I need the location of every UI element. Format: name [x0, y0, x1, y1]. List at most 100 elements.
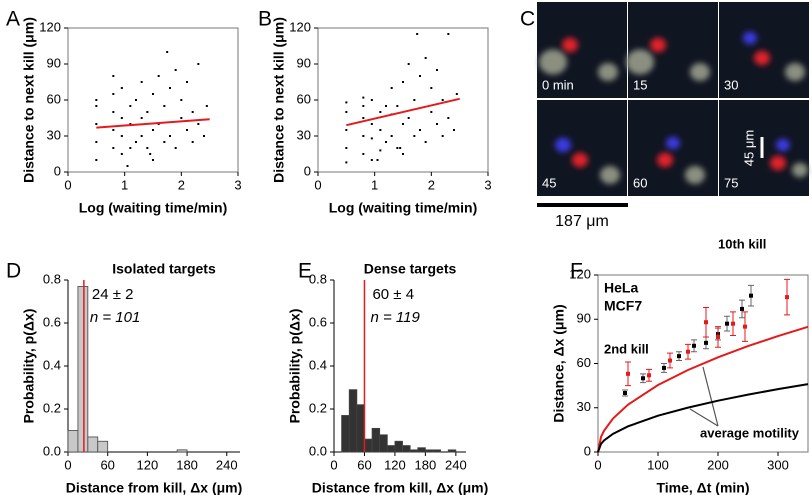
- marker: [749, 293, 753, 298]
- point: [140, 117, 143, 119]
- point: [140, 135, 143, 137]
- point: [370, 159, 373, 161]
- fit-line: [346, 97, 460, 127]
- point: [157, 123, 160, 125]
- point: [379, 129, 382, 131]
- point: [169, 87, 171, 89]
- y-axis-label: Distance to next kill (μm): [21, 17, 37, 183]
- frame: [719, 100, 809, 196]
- point: [129, 147, 132, 149]
- y-tick-label: 0.4: [43, 357, 61, 372]
- point: [419, 129, 421, 131]
- scale-label: 187 μm: [555, 213, 609, 230]
- point: [163, 105, 166, 107]
- motility-curve: [597, 325, 809, 453]
- panel-label: D: [6, 260, 21, 283]
- point: [385, 141, 387, 143]
- panel-title: Isolated targets: [112, 261, 216, 277]
- point: [424, 141, 427, 143]
- panel-label: A: [6, 8, 20, 31]
- frame-label: 60: [633, 175, 647, 190]
- point: [407, 117, 410, 119]
- legend-label: MCF7: [604, 298, 642, 314]
- y-tick-label: 0.6: [309, 314, 327, 329]
- bar: [447, 449, 457, 453]
- panel-title: Dense targets: [364, 261, 457, 277]
- frame-label: 75: [724, 175, 738, 190]
- marker: [626, 371, 630, 376]
- y-tick-label: 0.6: [43, 314, 61, 329]
- point: [112, 75, 115, 77]
- plot-frame: [317, 27, 489, 173]
- y-tick-label: 0.4: [309, 357, 327, 372]
- point: [362, 117, 365, 119]
- point: [362, 96, 365, 99]
- x-tick-label: 1: [371, 177, 378, 192]
- bar: [87, 436, 99, 453]
- x-tick-label: 3: [234, 177, 241, 192]
- arrows: [689, 366, 719, 427]
- x-tick-label: 60: [100, 457, 114, 472]
- point: [146, 111, 149, 113]
- y-tick-label: 0.8: [43, 271, 61, 286]
- point: [402, 153, 404, 155]
- point: [120, 153, 123, 155]
- x-tick-label: 0: [594, 457, 601, 472]
- x-tick-label: 120: [384, 457, 406, 472]
- point: [166, 51, 169, 53]
- point: [430, 111, 433, 113]
- bar: [364, 438, 373, 453]
- cell: [785, 63, 805, 81]
- bar: [348, 389, 358, 453]
- bar: [424, 449, 434, 453]
- panel-label: E: [298, 260, 312, 283]
- point: [370, 99, 373, 101]
- y-tick-label: 120: [569, 266, 591, 281]
- point: [174, 147, 177, 149]
- x-tick-label: 2: [178, 177, 185, 192]
- point: [390, 135, 393, 137]
- point: [362, 135, 365, 137]
- marker: [623, 391, 627, 395]
- cell: [690, 63, 710, 81]
- y-tick-label: 0: [54, 163, 61, 178]
- point: [95, 123, 98, 125]
- point: [152, 159, 154, 161]
- panel-label: C: [520, 8, 535, 31]
- point: [436, 123, 438, 125]
- marker: [677, 354, 681, 359]
- cell: [685, 166, 705, 184]
- cell: [754, 50, 770, 66]
- cell: [600, 166, 620, 184]
- y-tick-label: 60: [297, 91, 311, 106]
- y-tick-label: 90: [577, 311, 591, 326]
- point: [120, 87, 123, 89]
- x-tick-label: 60: [357, 457, 371, 472]
- point: [186, 81, 188, 83]
- x-tick-label: 2: [428, 177, 435, 192]
- point: [129, 123, 132, 125]
- point: [379, 111, 382, 113]
- annotation: 10th kill: [718, 236, 766, 251]
- y-tick-label: 90: [297, 55, 311, 70]
- point: [447, 117, 450, 119]
- y-tick-label: 0.0: [43, 443, 61, 458]
- y-tick-label: 0.2: [309, 400, 327, 415]
- x-axis-label: Log (waiting time/min): [329, 200, 478, 216]
- point: [424, 57, 427, 59]
- x-axis-label: Distance from kill, Δx (μm): [66, 480, 243, 495]
- point: [191, 111, 194, 113]
- bar: [394, 440, 403, 453]
- point: [345, 129, 348, 131]
- point: [163, 141, 166, 143]
- point: [197, 123, 200, 125]
- point: [135, 99, 137, 101]
- point: [112, 147, 115, 149]
- point: [396, 105, 399, 107]
- cell: [776, 138, 790, 152]
- bar: [417, 447, 426, 453]
- point: [120, 135, 123, 137]
- bar: [432, 449, 442, 453]
- point: [345, 147, 348, 149]
